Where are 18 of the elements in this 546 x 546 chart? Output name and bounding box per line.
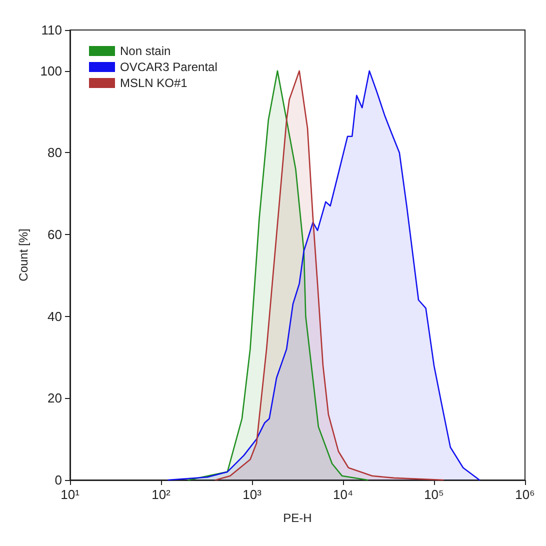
x-tick-label: 10¹ [60, 487, 80, 502]
y-tick-label: 40 [48, 308, 62, 324]
y-tick-label: 100 [40, 63, 62, 78]
legend-label: MSLN KO#1 [120, 76, 188, 90]
y-tick-label: 0 [54, 472, 62, 488]
x-tick-label: 10⁵ [424, 487, 444, 502]
y-tick-label: 80 [48, 145, 62, 160]
y-axis-title: Count [%] [16, 228, 30, 282]
x-axis-title: PE-H [283, 511, 312, 525]
y-tick-label: 60 [48, 227, 62, 242]
x-tick-label: 10⁴ [332, 487, 354, 502]
y-tick-label: 110 [41, 22, 62, 38]
x-tick-label: 10³ [242, 487, 262, 502]
y-tick-label: 20 [48, 390, 62, 406]
legend-label: OVCAR3 Parental [120, 60, 218, 74]
x-tick-label: 10⁶ [515, 487, 535, 502]
x-tick-label: 10² [152, 487, 172, 502]
legend-label: Non stain [120, 44, 171, 58]
